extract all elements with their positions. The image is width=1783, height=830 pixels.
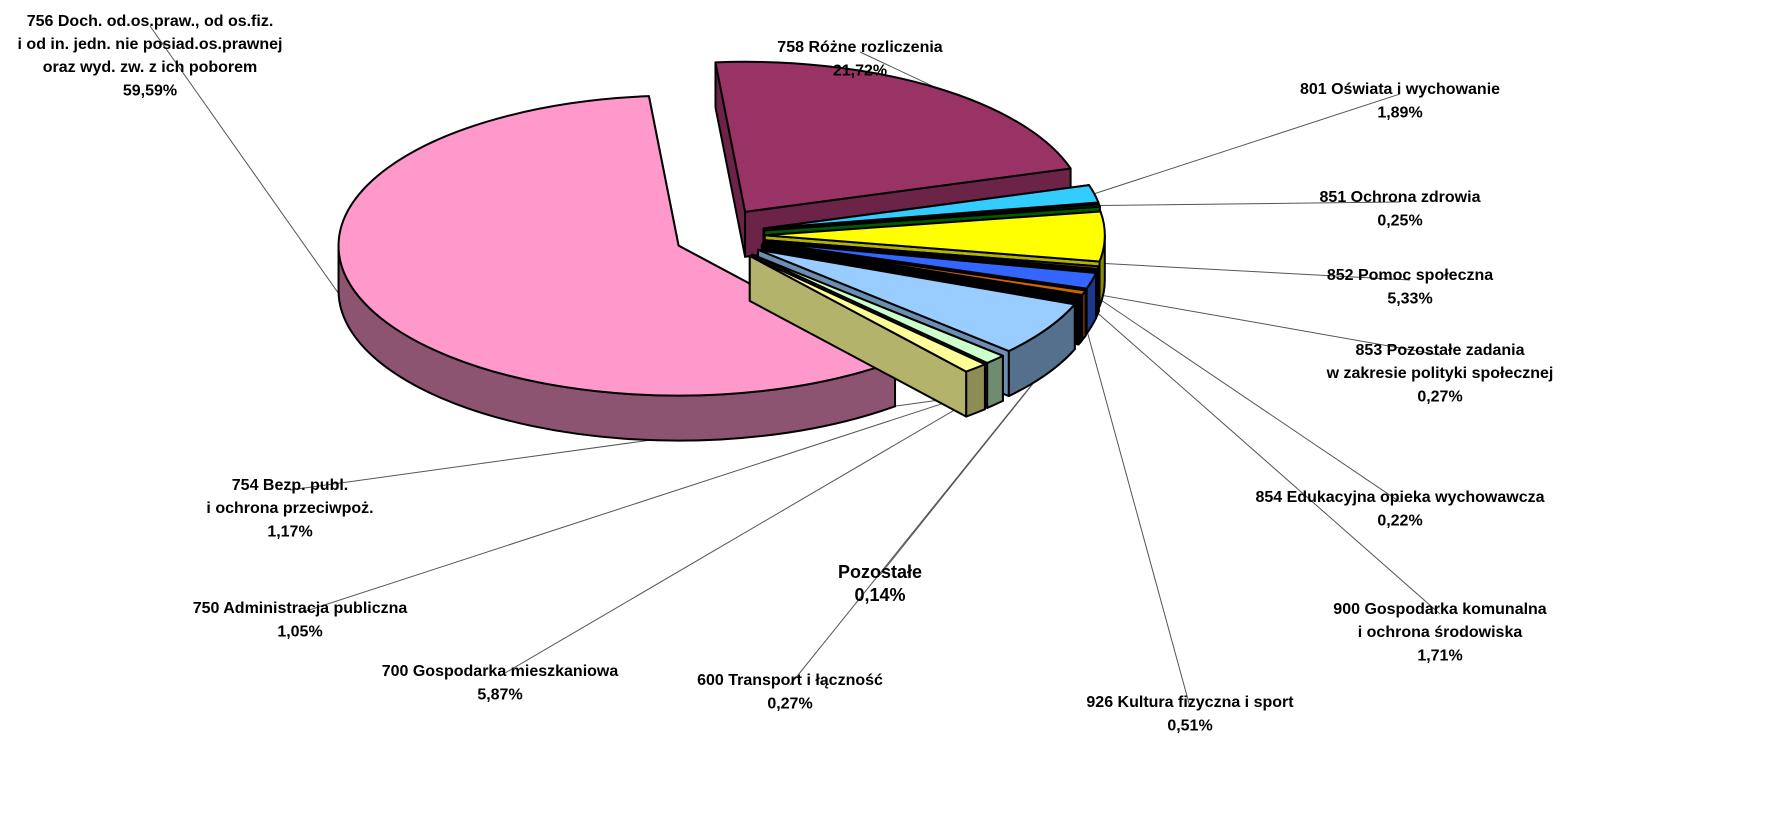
slice-label: 926 Kultura fizyczna i sport bbox=[1086, 694, 1294, 711]
leader-line bbox=[1083, 319, 1191, 708]
slice-label: 756 Doch. od.os.praw., od os.fiz. i od in… bbox=[18, 13, 283, 76]
slice-value-label: 0,25% bbox=[1377, 212, 1422, 229]
slice-label: 758 Różne rozliczenia bbox=[777, 39, 942, 56]
leader-line bbox=[1094, 93, 1401, 195]
slice-label: 600 Transport i łączność bbox=[697, 672, 883, 689]
slice-label: 801 Oświata i wychowanie bbox=[1300, 81, 1500, 98]
slice-label: 854 Edukacyjna opieka wychowawcza bbox=[1255, 489, 1544, 506]
leader-line bbox=[149, 25, 365, 330]
slice-value-label: 0,22% bbox=[1377, 512, 1422, 529]
leader-line bbox=[1099, 201, 1401, 206]
slice-value-label: 21,72% bbox=[833, 62, 887, 79]
slice-label: Pozostałe bbox=[838, 562, 922, 582]
leader-line bbox=[1096, 296, 1401, 503]
slice-top bbox=[762, 241, 1098, 290]
slice-top bbox=[337, 95, 897, 397]
slice-value-label: 5,33% bbox=[1387, 290, 1432, 307]
slice-top bbox=[763, 203, 1101, 232]
slice-top bbox=[760, 243, 1082, 301]
slice-top bbox=[762, 184, 1100, 230]
slice-top bbox=[751, 253, 1004, 364]
leader-line bbox=[859, 51, 936, 89]
slice-side bbox=[1077, 296, 1082, 346]
slice bbox=[337, 95, 897, 442]
slice-value-label: 0,51% bbox=[1167, 717, 1212, 734]
slice-value-label: 1,71% bbox=[1417, 647, 1462, 664]
slice-value-label: 1,17% bbox=[267, 523, 312, 540]
slice-label: 853 Pozostałe zadania w zakresie polityki… bbox=[1326, 342, 1554, 382]
slice-side bbox=[986, 354, 1004, 409]
leader-line bbox=[1091, 307, 1441, 615]
slice-value-label: 0,27% bbox=[1417, 388, 1462, 405]
slice-value-label: 0,14% bbox=[854, 585, 905, 605]
slice-label: 900 Gospodarka komunalna i ochrona środow… bbox=[1333, 601, 1547, 641]
slice-value-label: 1,89% bbox=[1377, 104, 1422, 121]
leader-line bbox=[299, 385, 996, 614]
slice-top bbox=[757, 248, 1076, 353]
leader-line bbox=[789, 325, 1081, 686]
leader-line bbox=[1104, 263, 1411, 281]
slice-top bbox=[748, 254, 986, 373]
slice-label: 700 Gospodarka mieszkaniowa bbox=[382, 663, 619, 680]
slice-top bbox=[762, 239, 1099, 273]
slice-label: 851 Ochrona zdrowia bbox=[1320, 189, 1481, 206]
slice-top bbox=[714, 60, 1072, 213]
leader-line bbox=[1098, 294, 1441, 356]
slice-label: 750 Administracja publiczna bbox=[193, 600, 408, 617]
slice-value-label: 0,27% bbox=[767, 695, 812, 712]
slice-value-label: 5,87% bbox=[477, 686, 522, 703]
slice bbox=[748, 254, 986, 418]
slice-top bbox=[763, 210, 1106, 263]
slice-label: 754 Bezp. publ. i ochrona przeciwpoż. bbox=[206, 477, 373, 517]
slice-label: 852 Pomoc społeczna bbox=[1327, 267, 1493, 284]
slice-value-label: 1,05% bbox=[277, 623, 322, 640]
slice-side bbox=[965, 363, 986, 418]
slice-value-label: 59,59% bbox=[123, 82, 177, 99]
